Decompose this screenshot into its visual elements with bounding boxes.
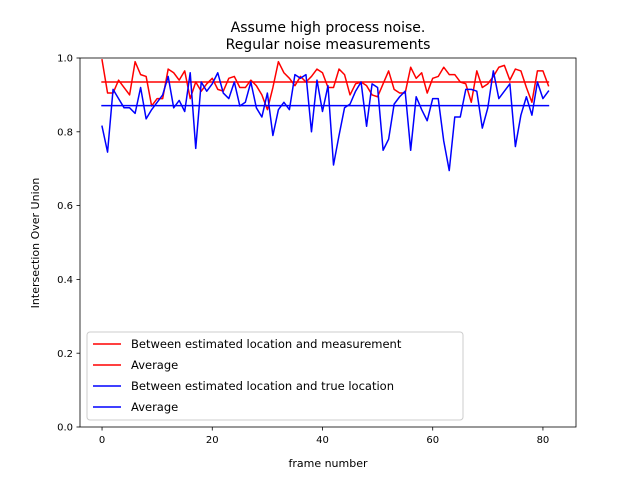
series-layer — [101, 58, 550, 172]
y-tick-label: 0.0 — [57, 423, 73, 434]
x-tick-label: 60 — [426, 435, 439, 446]
legend: Between estimated location and measureme… — [86, 331, 464, 421]
y-tick-label: 0.6 — [57, 201, 73, 212]
legend-label: Average — [131, 400, 178, 414]
legend-label: Between estimated location and true loca… — [131, 379, 394, 393]
x-tick-label: 20 — [206, 435, 219, 446]
y-tick-label: 0.4 — [57, 275, 73, 286]
chart-title: Assume high process noise. — [231, 20, 426, 36]
legend-label: Between estimated location and measureme… — [131, 337, 402, 351]
x-tick-label: 40 — [316, 435, 329, 446]
axes-frame — [79, 57, 577, 428]
series-line-0 — [101, 58, 550, 111]
x-tick-label: 80 — [537, 435, 550, 446]
legend-box — [86, 331, 464, 421]
series-line-2 — [101, 70, 550, 172]
legend-label: Average — [131, 358, 178, 372]
axes-layer: 0 20 40 60 80 0.0 0.2 0.4 0.6 0.8 1.0 — [57, 54, 577, 446]
x-tick-label: 0 — [99, 435, 105, 446]
y-tick-label: 0.2 — [57, 349, 73, 360]
y-tick-label: 1.0 — [57, 54, 73, 65]
x-axis-label: frame number — [288, 457, 368, 470]
chart-subtitle: Regular noise measurements — [226, 37, 431, 53]
y-axis-label: Intersection Over Union — [29, 178, 42, 309]
y-tick-label: 0.8 — [57, 127, 73, 138]
